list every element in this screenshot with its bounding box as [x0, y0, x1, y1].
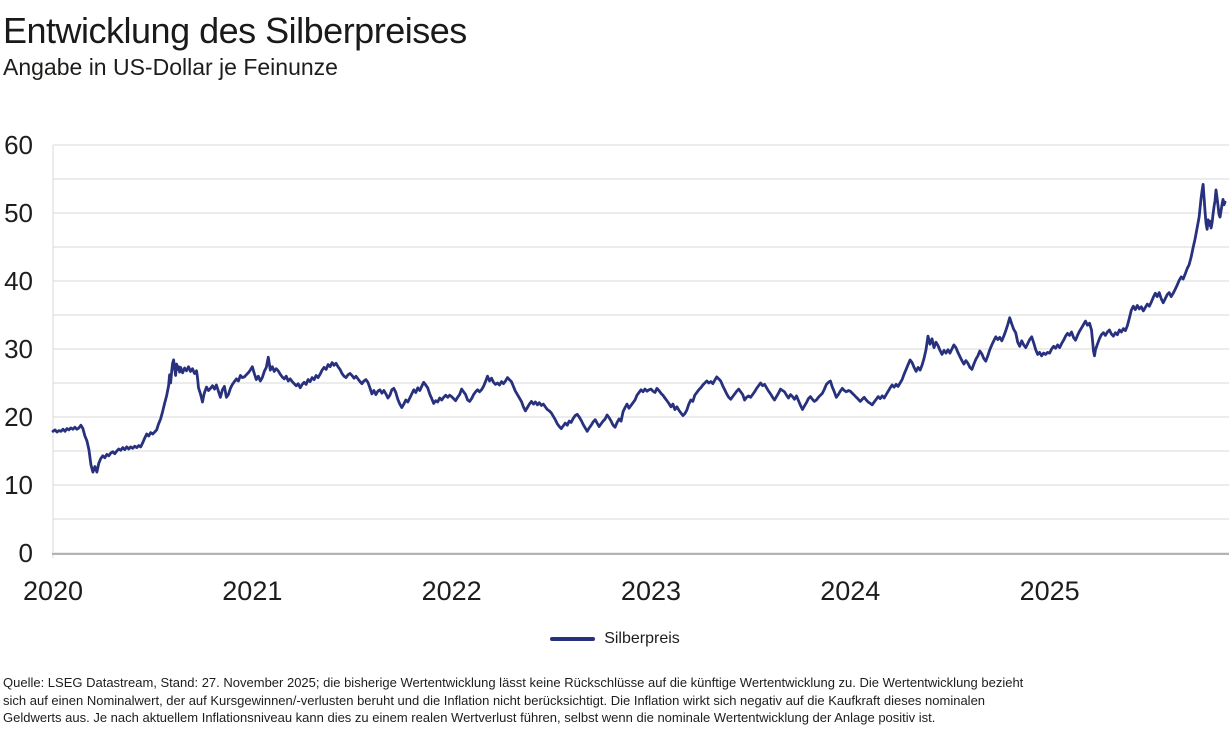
x-axis-tick-label: 2021 [222, 576, 282, 606]
series-layer [51, 183, 1227, 474]
silberpreis-line [51, 183, 1227, 474]
gridlines [52, 144, 1229, 558]
source-disclaimer: Quelle: LSEG Datastream, Stand: 27. Nove… [3, 674, 1227, 727]
y-axis-tick-label: 40 [4, 266, 33, 296]
y-axis-tick-label: 0 [19, 538, 33, 568]
y-axis-tick-label: 50 [4, 198, 33, 228]
x-axis-tick-label: 2024 [820, 576, 880, 606]
silberpreis-line-swatch [550, 637, 596, 641]
page-title: Entwicklung des Silberpreises [3, 10, 467, 51]
y-axis-tick-label: 10 [4, 470, 33, 500]
price-chart: 0 10 20 30 40 50 60 2020 2021 2022 2023 2024 2025 [4, 130, 1229, 606]
x-axis-tick-label: 2023 [621, 576, 681, 606]
x-axis-tick-label: 2022 [422, 576, 482, 606]
axis-labels: 0 10 20 30 40 50 60 2020 2021 2022 2023 2024 2025 [4, 130, 1080, 606]
y-axis-tick-label: 30 [4, 334, 33, 364]
disclaimer-line: sich auf einen Nominalwert, der auf Kurs… [3, 692, 986, 708]
disclaimer-line: Quelle: LSEG Datastream, Stand: 27. Nove… [3, 675, 1024, 690]
page-subtitle: Angabe in US-Dollar je Feinunze [3, 54, 338, 81]
chart-legend: Silberpreis [0, 630, 1230, 648]
y-axis-tick-label: 60 [4, 130, 33, 160]
y-axis-tick-label: 20 [4, 402, 33, 432]
x-axis-tick-label: 2020 [23, 576, 83, 606]
chart-header: Entwicklung des Silberpreises Angabe in … [3, 10, 467, 81]
x-axis-tick-label: 2025 [1020, 576, 1080, 606]
disclaimer-line: Geldwerts aus. Je nach aktuellem Inflati… [3, 710, 936, 725]
legend-label: Silberpreis [604, 630, 680, 647]
chart-area: 0 10 20 30 40 50 60 2020 2021 2022 2023 2024 2025 [0, 120, 1230, 620]
